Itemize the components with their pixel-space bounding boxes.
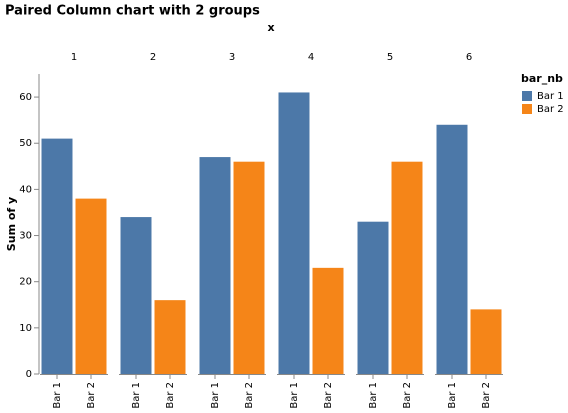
bar xyxy=(233,161,265,374)
bar xyxy=(312,267,344,374)
x-tick-label: Bar 1 xyxy=(210,382,221,409)
y-tick-label: 50 xyxy=(19,138,32,149)
x-tick-label: Bar 2 xyxy=(481,382,492,409)
column-title: x xyxy=(267,21,274,34)
x-tick-label: Bar 1 xyxy=(289,382,300,409)
y-tick-label: 40 xyxy=(19,184,32,195)
column-label: 2 xyxy=(150,52,156,63)
bar xyxy=(199,157,231,374)
bar xyxy=(391,161,423,374)
column-label: 3 xyxy=(229,52,235,63)
bar xyxy=(436,124,468,375)
x-tick-label: Bar 1 xyxy=(368,382,379,409)
legend-title: bar_nb xyxy=(521,72,563,85)
legend-label: Bar 1 xyxy=(537,91,564,102)
y-tick-label: 10 xyxy=(19,323,32,334)
x-tick-label: Bar 1 xyxy=(447,382,458,409)
bar xyxy=(357,221,389,374)
x-tick-label: Bar 1 xyxy=(131,382,142,409)
legend-swatch xyxy=(522,91,532,101)
y-tick-label: 30 xyxy=(19,231,32,242)
bar xyxy=(75,198,107,374)
bar xyxy=(41,138,73,374)
chart-title: Paired Column chart with 2 groups xyxy=(5,4,260,19)
column-label: 5 xyxy=(387,52,393,63)
column-label: 4 xyxy=(308,52,314,63)
column-label: 6 xyxy=(466,52,472,63)
bar xyxy=(154,300,186,374)
y-tick-label: 0 xyxy=(26,369,32,380)
bar xyxy=(278,92,310,374)
x-tick-label: Bar 2 xyxy=(323,382,334,409)
x-tick-label: Bar 1 xyxy=(52,382,63,409)
bar xyxy=(470,309,502,374)
bar xyxy=(120,217,152,374)
x-tick-label: Bar 2 xyxy=(402,382,413,409)
x-tick-label: Bar 2 xyxy=(165,382,176,409)
column-label: 1 xyxy=(71,52,77,63)
y-tick-label: 20 xyxy=(19,277,32,288)
legend-label: Bar 2 xyxy=(537,104,564,115)
x-tick-label: Bar 2 xyxy=(244,382,255,409)
y-axis-title: Sum of y xyxy=(5,197,18,251)
y-tick-label: 60 xyxy=(19,92,32,103)
x-tick-label: Bar 2 xyxy=(86,382,97,409)
legend-swatch xyxy=(522,104,532,114)
